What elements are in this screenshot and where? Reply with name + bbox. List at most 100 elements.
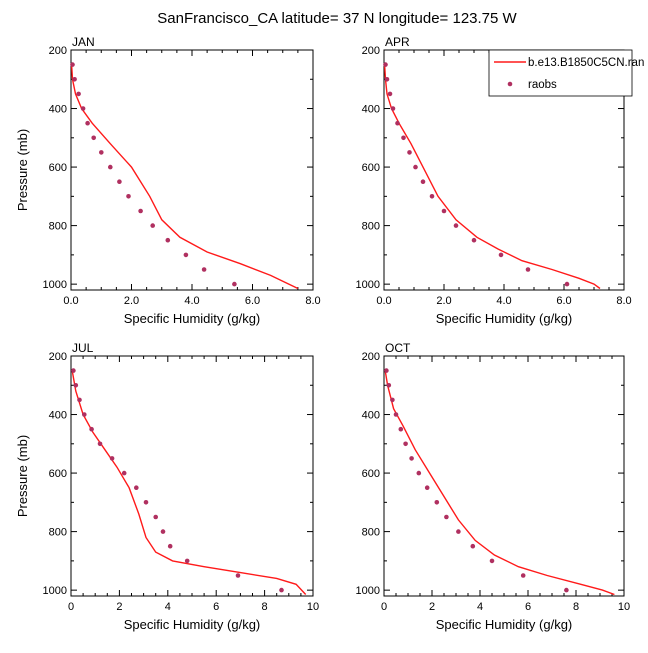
obs-point bbox=[134, 485, 139, 491]
x-tick-label: 10 bbox=[618, 601, 630, 613]
obs-point bbox=[153, 514, 158, 520]
x-axis-label: Specific Humidity (g/kg) bbox=[436, 311, 573, 326]
x-tick-label: 2.0 bbox=[124, 295, 139, 307]
obs-point bbox=[471, 237, 477, 243]
obs-point bbox=[429, 194, 435, 199]
obs-point bbox=[73, 383, 79, 388]
obs-point bbox=[390, 397, 395, 403]
obs-point bbox=[387, 91, 393, 97]
obs-point bbox=[80, 106, 86, 111]
obs-point bbox=[398, 426, 404, 432]
y-tick-label: 200 bbox=[362, 351, 380, 363]
obs-point bbox=[72, 77, 77, 82]
panel-jul: JUL 0 2 4 6 8 10 200 400 600 800 1000 Specific Humid… bbox=[15, 341, 319, 632]
x-tick-label: 0.0 bbox=[376, 295, 391, 307]
obs-point bbox=[384, 368, 389, 373]
obs-point bbox=[201, 267, 207, 272]
obs-point bbox=[85, 120, 90, 126]
obs-point bbox=[420, 179, 426, 184]
obs-point bbox=[424, 485, 430, 491]
panel-label: OCT bbox=[385, 341, 411, 355]
y-tick-label: 200 bbox=[49, 45, 67, 57]
panel-oct: OCT 0 2 4 6 8 10 200 400 600 800 1000 Specific Humid… bbox=[356, 341, 631, 632]
y-tick-label: 800 bbox=[362, 221, 380, 233]
x-tick-label: 8 bbox=[262, 601, 268, 613]
obs-point bbox=[444, 514, 449, 520]
y-tick-label: 400 bbox=[49, 104, 67, 116]
panel-apr: APR 0.0 2.0 4.0 6.0 8.0 200 400 600 800 1000 Specif… bbox=[356, 35, 645, 326]
x-tick-label: 4 bbox=[165, 601, 171, 613]
obs-point bbox=[390, 106, 396, 111]
x-tick-label: 0 bbox=[68, 601, 74, 613]
x-tick-label: 4.0 bbox=[496, 295, 511, 307]
y-tick-label: 400 bbox=[49, 410, 67, 422]
obs-point bbox=[441, 208, 447, 214]
x-tick-label: 4.0 bbox=[184, 295, 199, 307]
figure-title: SanFrancisco_CA latitude= 37 N longitude… bbox=[157, 10, 517, 27]
y-tick-label: 200 bbox=[362, 45, 380, 57]
y-tick-label: 400 bbox=[362, 410, 380, 422]
y-tick-label: 800 bbox=[362, 527, 380, 539]
legend-model-label: b.e13.B1850C5CN.ran bbox=[528, 57, 644, 69]
obs-point bbox=[564, 281, 570, 287]
obs-point bbox=[403, 441, 408, 447]
plot-frame bbox=[70, 49, 314, 291]
obs-point bbox=[138, 208, 143, 214]
obs-point bbox=[525, 267, 531, 272]
obs-point bbox=[109, 456, 115, 461]
obs-point bbox=[97, 441, 103, 447]
legend-obs-swatch bbox=[507, 81, 513, 87]
obs-point bbox=[76, 91, 81, 97]
model-profile-line bbox=[383, 64, 601, 290]
obs-point bbox=[520, 573, 526, 578]
obs-point bbox=[89, 426, 94, 432]
obs-point bbox=[279, 587, 284, 593]
x-tick-label: 2.0 bbox=[436, 295, 451, 307]
panel-jan: JAN 0.0 2.0 4.0 6.0 8.0 200 400 600 800 1000 Specif… bbox=[15, 35, 321, 326]
obs-point bbox=[77, 397, 82, 403]
obs-point bbox=[498, 252, 504, 258]
x-tick-label: 0.0 bbox=[63, 295, 78, 307]
obs-point bbox=[416, 470, 422, 476]
obs-point bbox=[167, 543, 173, 549]
obs-point bbox=[434, 500, 440, 505]
obs-point bbox=[183, 252, 189, 258]
obs-point bbox=[413, 164, 418, 170]
panel-label: JAN bbox=[72, 35, 95, 49]
obs-point bbox=[407, 150, 412, 155]
obs-point bbox=[401, 135, 406, 141]
obs-point bbox=[235, 573, 241, 578]
x-tick-label: 2 bbox=[429, 601, 435, 613]
x-tick-label: 10 bbox=[307, 601, 319, 613]
obs-point bbox=[489, 558, 495, 564]
obs-point bbox=[91, 135, 96, 141]
obs-point bbox=[71, 368, 76, 373]
panel-label: JUL bbox=[72, 341, 94, 355]
obs-point bbox=[99, 150, 104, 155]
obs-point bbox=[232, 281, 237, 287]
x-tick-label: 6.0 bbox=[245, 295, 260, 307]
obs-point bbox=[117, 179, 122, 184]
obs-point bbox=[143, 500, 149, 505]
x-tick-label: 8 bbox=[573, 601, 579, 613]
model-profile-line bbox=[70, 64, 299, 290]
obs-point bbox=[82, 412, 87, 417]
x-axis-label: Specific Humidity (g/kg) bbox=[124, 617, 261, 632]
obs-point bbox=[453, 223, 459, 228]
obs-point bbox=[165, 237, 171, 243]
y-tick-label: 800 bbox=[49, 527, 67, 539]
y-tick-label: 800 bbox=[49, 221, 67, 233]
y-tick-label: 600 bbox=[362, 468, 380, 480]
y-axis-label: Pressure (mb) bbox=[15, 129, 30, 211]
obs-point bbox=[395, 120, 400, 126]
obs-point bbox=[126, 194, 131, 199]
model-profile-line bbox=[384, 370, 615, 596]
model-profile-line bbox=[71, 370, 307, 595]
y-tick-label: 600 bbox=[362, 162, 380, 174]
x-tick-label: 4 bbox=[477, 601, 483, 613]
x-axis-label: Specific Humidity (g/kg) bbox=[436, 617, 573, 632]
obs-point bbox=[184, 558, 190, 564]
legend: b.e13.B1850C5CN.ran raobs bbox=[488, 49, 644, 97]
obs-point bbox=[70, 62, 75, 67]
